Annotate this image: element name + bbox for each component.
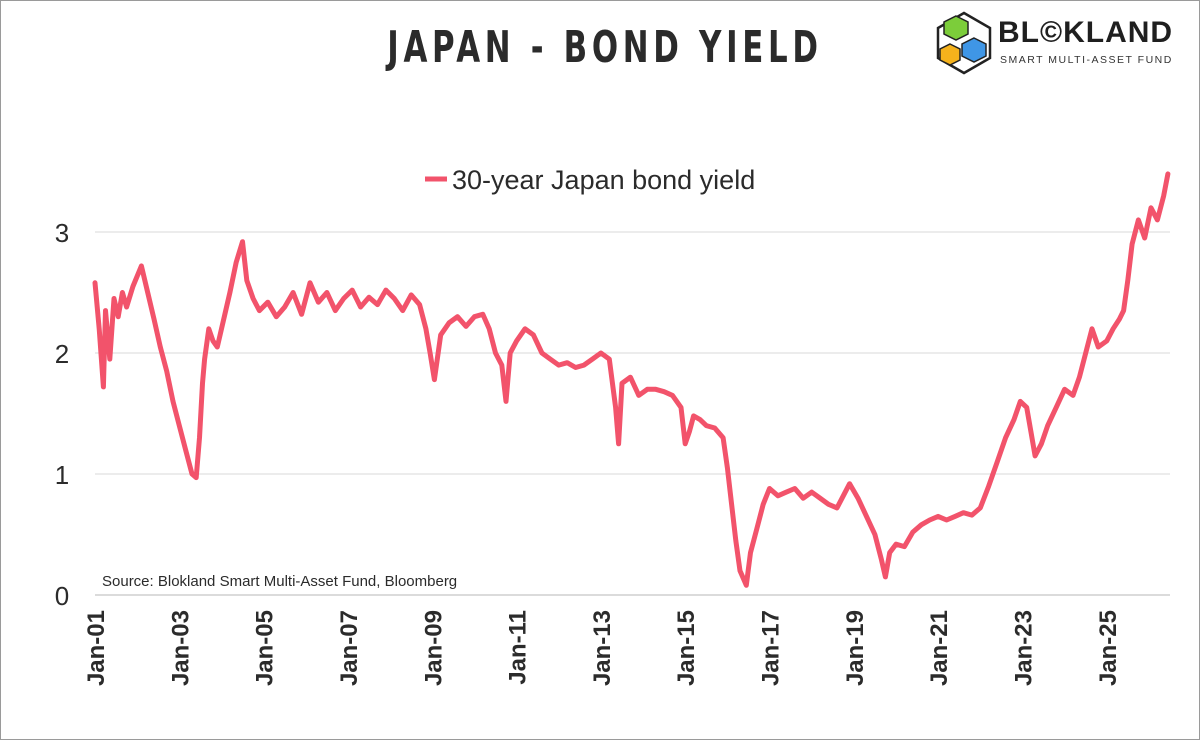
grid-lines bbox=[95, 231, 1170, 596]
x-tick-label: Jan-13 bbox=[589, 610, 616, 686]
logo-wordmark: BL©KLAND bbox=[998, 16, 1174, 49]
logo-cube-icon bbox=[936, 11, 992, 75]
x-tick-label: Jan-11 bbox=[505, 610, 532, 685]
x-axis-ticks: Jan-01 Jan-03 Jan-05 Jan-07 Jan-09 Jan-11 Jan-… bbox=[83, 610, 1122, 686]
x-tick-label: Jan-03 bbox=[167, 610, 194, 686]
series-group bbox=[92, 171, 1171, 588]
logo-subtitle: SMART MULTI-ASSET FUND bbox=[1000, 54, 1173, 66]
y-tick-label: 2 bbox=[55, 339, 69, 369]
legend: 30-year Japan bond yield bbox=[425, 165, 755, 195]
x-tick-label: Jan-25 bbox=[1095, 610, 1122, 686]
series-line-30y-jgb bbox=[92, 171, 1171, 588]
x-tick-label: Jan-17 bbox=[758, 610, 785, 686]
y-tick-label: 1 bbox=[55, 460, 69, 490]
source-note: Source: Blokland Smart Multi-Asset Fund,… bbox=[102, 573, 457, 590]
x-tick-label: Jan-05 bbox=[252, 610, 279, 686]
x-tick-label: Jan-15 bbox=[673, 610, 700, 686]
chart-title: JAPAN - BOND YIELD bbox=[387, 22, 823, 73]
x-tick-label: Jan-21 bbox=[926, 610, 953, 686]
y-tick-label: 0 bbox=[55, 581, 69, 611]
legend-label: 30-year Japan bond yield bbox=[452, 165, 755, 195]
y-tick-label: 3 bbox=[55, 218, 69, 248]
x-tick-label: Jan-01 bbox=[83, 610, 110, 686]
x-tick-label: Jan-19 bbox=[842, 610, 869, 686]
brand-logo: BL©KLAND SMART MULTI-ASSET FUND bbox=[934, 10, 1189, 76]
x-tick-label: Jan-09 bbox=[420, 610, 447, 686]
y-axis-ticks: 0 1 2 3 bbox=[55, 218, 69, 611]
x-tick-label: Jan-07 bbox=[336, 610, 363, 686]
x-tick-label: Jan-23 bbox=[1010, 610, 1037, 686]
